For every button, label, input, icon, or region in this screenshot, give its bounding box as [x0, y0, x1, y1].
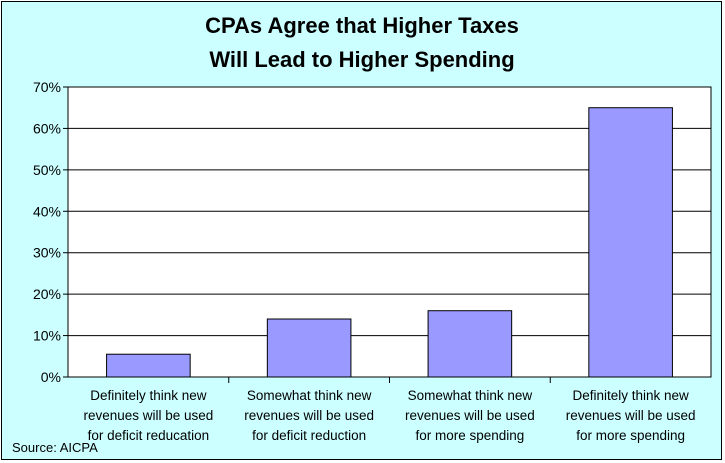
y-tick-label: 20% [33, 286, 61, 302]
bar [106, 353, 191, 378]
x-category-label: revenues will be used [83, 408, 213, 423]
y-tick-label: 10% [33, 328, 61, 344]
bars [106, 107, 673, 378]
chart-title-line-2: Will Lead to Higher Spending [209, 47, 514, 72]
x-category-label: for more spending [415, 428, 524, 443]
x-category-label: Somewhat think new [247, 388, 372, 403]
x-axis-labels: Definitely think new revenues will be use… [83, 377, 696, 443]
x-category-label: revenues will be used [244, 408, 374, 423]
chart-title-line-1: CPAs Agree that Higher Taxes [205, 13, 519, 38]
x-category-label: revenues will be used [405, 408, 535, 423]
y-tick-label: 0% [41, 369, 61, 385]
x-category-label: Definitely think new [572, 388, 689, 403]
y-axis-ticks: 0% 10% 20% 30% 40% 50% 60% 70% [33, 79, 68, 385]
x-category-label: Somewhat think new [408, 388, 533, 403]
x-category-label: for more spending [576, 428, 685, 443]
bar [588, 107, 673, 378]
y-tick-label: 60% [33, 120, 61, 136]
y-tick-label: 70% [33, 79, 61, 95]
x-category-label: for deficit reduction [252, 428, 366, 443]
y-tick-label: 30% [33, 245, 61, 261]
x-category-label: for deficit reducation [88, 428, 210, 443]
x-category-label: Definitely think new [90, 388, 207, 403]
y-tick-label: 50% [33, 162, 61, 178]
source-note: Source: AICPA [12, 440, 98, 455]
bar [427, 310, 513, 378]
bar [266, 318, 352, 378]
x-category-label: revenues will be used [566, 408, 696, 423]
y-tick-label: 40% [33, 203, 61, 219]
